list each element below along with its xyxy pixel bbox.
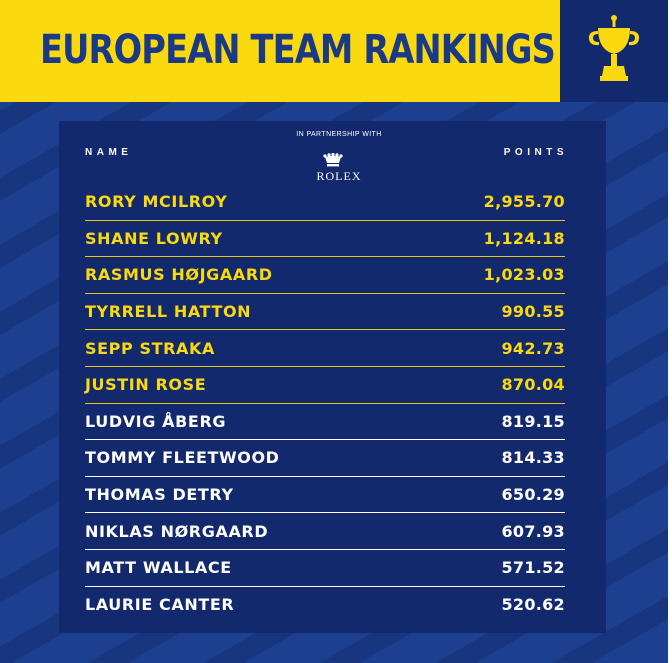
partnership-label: IN PARTNERSHIP WITH bbox=[296, 131, 382, 138]
player-name: TOMMY FLEETWOOD bbox=[85, 448, 280, 468]
player-name: RASMUS HØJGAARD bbox=[85, 265, 273, 285]
ranking-row: NIKLAS NØRGAARD 607.93 bbox=[85, 513, 565, 550]
trophy-badge bbox=[560, 0, 668, 102]
rankings-list: RORY MCILROY 2,955.70 SHANE LOWRY 1,124.18 R… bbox=[85, 184, 565, 623]
name-column-header: NAME bbox=[85, 147, 133, 158]
player-name: THOMAS DETRY bbox=[85, 485, 234, 505]
ranking-row: RORY MCILROY 2,955.70 bbox=[85, 184, 565, 221]
player-points: 870.04 bbox=[501, 375, 565, 395]
ranking-row: RASMUS HØJGAARD 1,023.03 bbox=[85, 257, 565, 294]
player-name: MATT WALLACE bbox=[85, 558, 232, 578]
player-points: 650.29 bbox=[501, 485, 565, 505]
player-points: 814.33 bbox=[501, 448, 565, 468]
player-name: JUSTIN ROSE bbox=[85, 375, 207, 395]
player-points: 1,023.03 bbox=[483, 265, 565, 285]
player-name: LUDVIG ÅBERG bbox=[85, 411, 227, 431]
header-band: EUROPEAN TEAM RANKINGS bbox=[0, 0, 560, 102]
ranking-row: LAURIE CANTER 520.62 bbox=[85, 587, 565, 624]
ranking-row: THOMAS DETRY 650.29 bbox=[85, 477, 565, 514]
player-points: 2,955.70 bbox=[483, 192, 565, 212]
rankings-panel: NAME POINTS IN PARTNERSHIP WITH ROLEX RO… bbox=[59, 121, 606, 633]
player-name: RORY MCILROY bbox=[85, 192, 228, 212]
player-points: 571.52 bbox=[501, 558, 565, 578]
player-name: TYRRELL HATTON bbox=[85, 302, 252, 322]
player-name: NIKLAS NØRGAARD bbox=[85, 521, 269, 541]
player-points: 520.62 bbox=[501, 595, 565, 615]
page-title: EUROPEAN TEAM RANKINGS bbox=[40, 27, 556, 73]
player-points: 819.15 bbox=[501, 411, 565, 431]
ranking-row: TYRRELL HATTON 990.55 bbox=[85, 294, 565, 331]
player-name: SEPP STRAKA bbox=[85, 338, 215, 358]
ranking-row: TOMMY FLEETWOOD 814.33 bbox=[85, 440, 565, 477]
player-name: SHANE LOWRY bbox=[85, 228, 223, 248]
points-column-header: POINTS bbox=[503, 147, 568, 158]
rolex-crown-icon bbox=[323, 153, 343, 167]
player-points: 942.73 bbox=[501, 338, 565, 358]
player-name: LAURIE CANTER bbox=[85, 595, 235, 615]
player-points: 607.93 bbox=[501, 521, 565, 541]
ranking-row: SEPP STRAKA 942.73 bbox=[85, 330, 565, 367]
ranking-row: SHANE LOWRY 1,124.18 bbox=[85, 221, 565, 258]
rolex-logo-text: ROLEX bbox=[316, 169, 362, 183]
ranking-row: JUSTIN ROSE 870.04 bbox=[85, 367, 565, 404]
player-points: 990.55 bbox=[501, 302, 565, 322]
ranking-row: LUDVIG ÅBERG 819.15 bbox=[85, 404, 565, 441]
ryder-cup-trophy-icon bbox=[588, 15, 640, 81]
ranking-row: MATT WALLACE 571.52 bbox=[85, 550, 565, 587]
player-points: 1,124.18 bbox=[483, 228, 565, 248]
